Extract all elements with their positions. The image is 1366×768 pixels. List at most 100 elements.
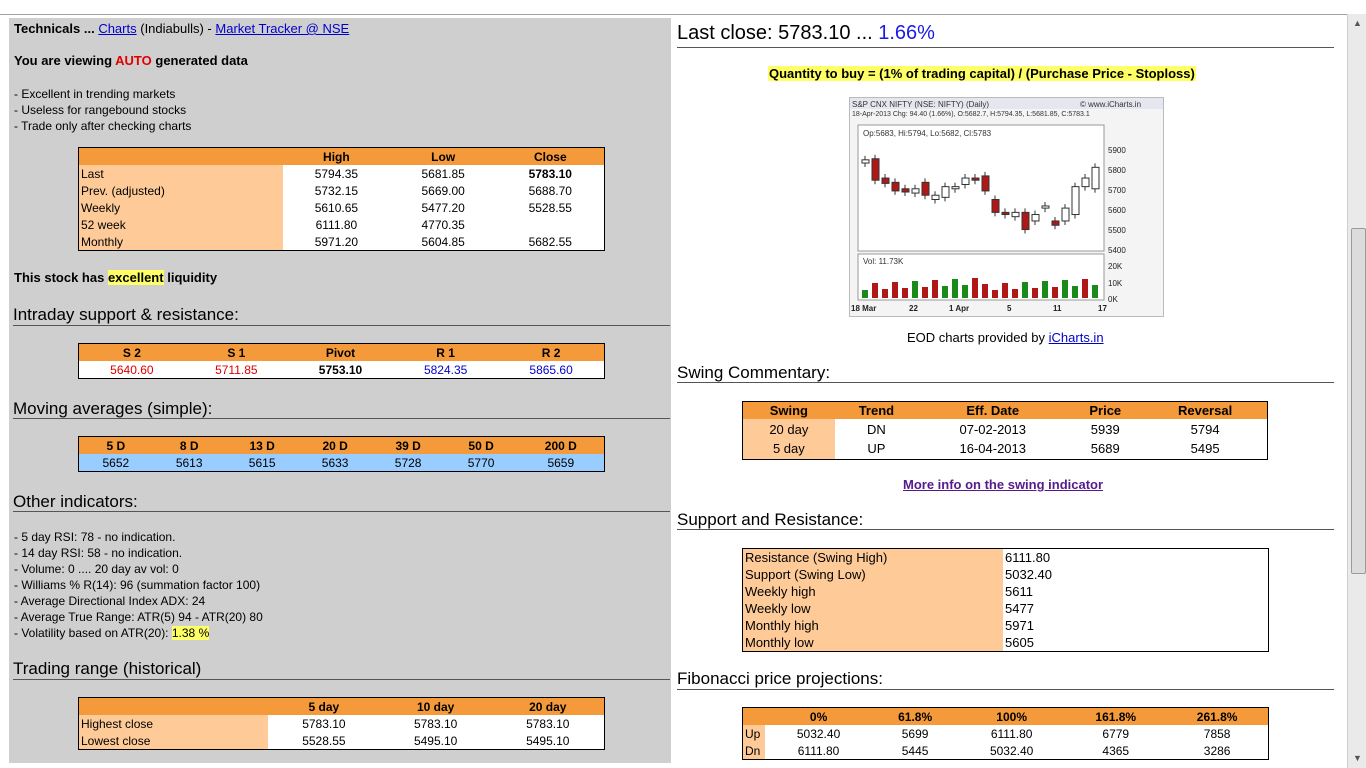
table-row: Monthly 5971.20 5604.85 5682.55 [78, 233, 605, 251]
cell: 5794.35 [283, 165, 390, 182]
support-2-value: 5640.60 [78, 361, 185, 379]
liquidity-badge: excellent [107, 270, 164, 285]
date-tick: 22 [909, 304, 918, 313]
divider [13, 325, 670, 326]
fibonacci-heading: Fibonacci price projections: [677, 669, 883, 688]
window-top-border [0, 0, 1366, 15]
volume-bar [962, 285, 968, 298]
eod-text: EOD charts provided by [907, 330, 1046, 345]
chart-title: S&P CNX NIFTY (NSE: NIFTY) (Daily) [852, 100, 989, 109]
cell: 5 day [742, 439, 835, 459]
price-summary-table: High Low Close Last 5794.35 5681.85 5783.10… [78, 147, 605, 251]
trading-range-heading: Trading range (historical) [13, 659, 202, 678]
divider [677, 689, 1334, 690]
cell: 6111.80 [765, 742, 873, 760]
volume-bar [1062, 280, 1068, 298]
indicator-item: - Volatility based on ATR(20): 1.38 % [14, 625, 263, 641]
candle [871, 158, 880, 181]
divider [677, 529, 1334, 530]
table-header: 100% [958, 707, 1066, 725]
volume-bar [1022, 282, 1028, 298]
cell: 5611 [1003, 583, 1269, 600]
table-header: 20 day [491, 697, 605, 715]
volume-bar [872, 283, 878, 298]
price-chart[interactable]: S&P CNX NIFTY (NSE: NIFTY) (Daily) © www… [849, 97, 1164, 317]
table-row: 5 day UP 16-04-2013 5689 5495 [742, 439, 1268, 459]
table-row: Support (Swing Low) 5032.40 [742, 566, 1269, 583]
cell: 5689 [1067, 439, 1144, 459]
volume-bar [932, 280, 938, 298]
volume-bar [882, 289, 888, 298]
moving-averages-table: 5 D 8 D 13 D 20 D 39 D 50 D 200 D 5652 5… [78, 436, 605, 472]
scroll-down-icon[interactable]: ▼ [1353, 753, 1362, 763]
volume-bar [862, 290, 868, 298]
candle [891, 181, 900, 192]
date-tick: 1 Apr [949, 304, 969, 313]
broker-text: (Indiabulls) - [140, 21, 212, 36]
table-row: Dn 6111.80 5445 5032.40 4365 3286 [742, 742, 1269, 760]
table-header [78, 147, 283, 165]
table-row: Weekly high 5611 [742, 583, 1269, 600]
date-tick: 11 [1053, 304, 1062, 313]
volume-bar [1072, 286, 1078, 298]
cell: 5633 [298, 454, 372, 472]
swing-info-link[interactable]: More info on the swing indicator [903, 477, 1104, 492]
vertical-scrollbar[interactable]: ▲ ▼ [1347, 14, 1366, 768]
row-label: Monthly [78, 233, 283, 251]
market-tracker-link[interactable]: Market Tracker @ NSE [215, 21, 350, 36]
indicator-item: - Volume: 0 .... 20 day av vol: 0 [14, 562, 179, 576]
indicators-list: - 5 day RSI: 78 - no indication. - 14 da… [14, 529, 263, 641]
cell: 5477 [1003, 600, 1269, 617]
candle [991, 199, 1000, 213]
cell: 4770.35 [389, 216, 497, 233]
icharts-link[interactable]: iCharts.in [1048, 330, 1104, 345]
row-label: Last [78, 165, 283, 182]
charts-link[interactable]: Charts [98, 21, 137, 36]
cell: 5615 [225, 454, 299, 472]
scrollbar-thumb[interactable] [1351, 228, 1366, 574]
swing-info-link-wrap: More info on the swing indicator [903, 477, 1103, 492]
candle [861, 159, 870, 164]
cell: 5652 [78, 454, 153, 472]
candle [911, 188, 920, 194]
cell: 5681.85 [389, 165, 497, 182]
table-header: Eff. Date [918, 401, 1068, 419]
candle [1061, 207, 1070, 222]
table-row: Last 5794.35 5681.85 5783.10 [78, 165, 605, 182]
date-tick: 17 [1098, 304, 1107, 313]
volume-bar [912, 281, 918, 298]
support-resistance-heading: Support and Resistance: [677, 510, 864, 529]
resistance-1-value: 5824.35 [393, 361, 499, 379]
volume-bar [902, 288, 908, 298]
cell: 5939 [1067, 419, 1144, 439]
notes-list: - Excellent in trending markets - Useles… [14, 86, 191, 134]
candle [881, 177, 890, 184]
volume-bar [1012, 289, 1018, 298]
price-tick: 5500 [1108, 226, 1126, 235]
candle [1051, 220, 1060, 226]
indicator-item: - Average Directional Index ADX: 24 [14, 594, 206, 608]
table-header: 20 D [298, 436, 372, 454]
cell: 5699 [872, 725, 959, 742]
candle [981, 175, 990, 192]
chart-subtitle: 18-Apr-2013 Chg: 94.40 (1.66%), O:5682.7… [852, 111, 1090, 118]
candle [1041, 205, 1050, 209]
cell: 6779 [1065, 725, 1167, 742]
row-label: Monthly high [742, 617, 1003, 634]
cell: 5669.00 [389, 182, 497, 199]
cell: 5528.55 [496, 199, 605, 216]
indicator-item: - Williams % R(14): 96 (summation factor… [14, 578, 261, 592]
viewing-text: You are viewing [14, 53, 113, 68]
scroll-up-icon[interactable]: ▲ [1353, 18, 1362, 28]
cell: 5605 [1003, 634, 1269, 652]
volume-tick: 0K [1108, 295, 1118, 304]
cell: 7858 [1166, 725, 1269, 742]
cell: 5495 [1143, 439, 1268, 459]
volatility-value: 1.38 % [171, 626, 210, 640]
cell: 5032.40 [765, 725, 873, 742]
table-header: High [283, 147, 390, 165]
cell: 5495.10 [379, 732, 492, 750]
row-label: Up [742, 725, 765, 742]
table-row: Monthly high 5971 [742, 617, 1269, 634]
table-header: Pivot [287, 343, 394, 361]
